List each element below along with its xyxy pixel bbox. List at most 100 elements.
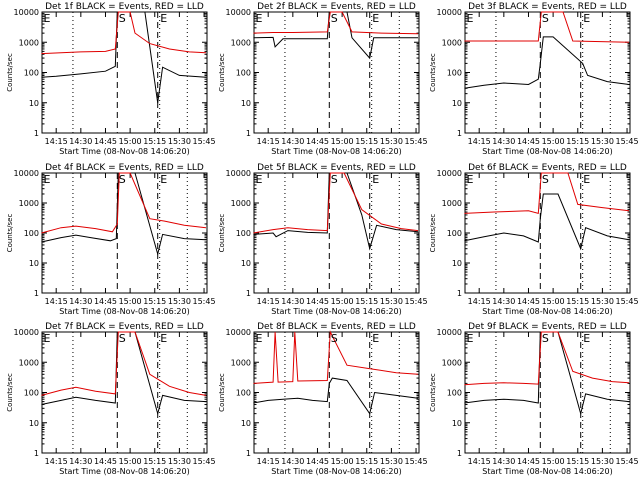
series-lld-line: [464, 172, 630, 215]
y-axis-label: Counts/sec: [6, 53, 14, 92]
x-tick-label: 15:45: [193, 137, 216, 146]
x-tick-label: 14:45: [517, 137, 540, 146]
x-tick-label: 15:00: [119, 457, 142, 466]
x-tick-label: 15:30: [591, 297, 614, 306]
x-tick-label: 15:30: [168, 137, 191, 146]
x-tick-label: 14:15: [45, 297, 68, 306]
x-axis-label: Start Time (08-Nov-08 14:06:20): [59, 467, 189, 476]
marker-label-S: S: [542, 12, 549, 25]
x-tick-label: 14:45: [306, 297, 329, 306]
y-tick-label: 1: [246, 289, 251, 298]
x-tick-label: 15:00: [331, 457, 354, 466]
x-tick-label: 14:45: [306, 457, 329, 466]
marker-label-start: E: [256, 332, 263, 345]
y-tick-label: 100: [24, 229, 39, 238]
y-tick-label: 10: [29, 99, 39, 108]
y-tick-label: 10000: [226, 328, 251, 337]
y-tick-label: 10000: [437, 8, 462, 17]
y-tick-label: 1000: [19, 358, 39, 367]
x-tick-label: 15:15: [143, 457, 166, 466]
x-tick-label: 15:00: [119, 137, 142, 146]
y-tick-label: 1000: [231, 358, 251, 367]
marker-label-S: S: [119, 12, 126, 25]
detector-panel: Det 7f BLACK = Events, RED = LLD 1 10 100 10…: [6, 322, 216, 476]
y-tick-label: 10000: [14, 8, 39, 17]
plot-frame: [253, 331, 420, 454]
x-axis-label: Start Time (08-Nov-08 14:06:20): [271, 307, 401, 316]
x-tick-label: 15:30: [168, 297, 191, 306]
x-tick-label: 15:15: [355, 297, 378, 306]
marker-label-E: E: [160, 332, 167, 345]
marker-label-S: S: [542, 332, 549, 345]
plot-frame: [41, 331, 208, 454]
y-tick-label: 1000: [231, 38, 251, 47]
marker-label-S: S: [331, 12, 338, 25]
panel-title: Det 7f BLACK = Events, RED = LLD: [45, 322, 204, 332]
marker-label-S: S: [119, 173, 126, 186]
marker-label-start: E: [467, 173, 474, 186]
x-tick-label: 14:30: [281, 457, 304, 466]
detector-panel: Det 5f BLACK = Events, RED = LLD 1 10 100 10…: [218, 163, 428, 316]
y-tick-label: 100: [24, 69, 39, 78]
series-events-line: [464, 36, 630, 89]
x-tick-label: 14:30: [281, 297, 304, 306]
x-axis-label: Start Time (08-Nov-08 14:06:20): [59, 147, 189, 156]
x-tick-label: 14:15: [45, 137, 68, 146]
x-tick-label: 15:45: [405, 297, 428, 306]
panel-title: Det 9f BLACK = Events, RED = LLD: [468, 322, 627, 332]
marker-label-E: E: [583, 12, 590, 25]
x-tick-label: 14:45: [517, 297, 540, 306]
x-tick-label: 14:15: [468, 297, 491, 306]
plot-frame: [253, 11, 420, 134]
marker-label-E: E: [372, 173, 379, 186]
x-tick-label: 15:15: [566, 297, 589, 306]
x-tick-label: 14:45: [306, 137, 329, 146]
marker-label-start: E: [44, 12, 51, 25]
marker-label-start: E: [467, 12, 474, 25]
series-lld-line: [253, 172, 419, 234]
x-axis-label: Start Time (08-Nov-08 14:06:20): [271, 147, 401, 156]
x-tick-label: 15:30: [168, 457, 191, 466]
x-axis-label: Start Time (08-Nov-08 14:06:20): [59, 307, 189, 316]
y-tick-label: 1000: [19, 199, 39, 208]
y-tick-label: 10: [241, 259, 251, 268]
y-tick-label: 1000: [442, 38, 462, 47]
x-tick-label: 14:30: [281, 137, 304, 146]
y-tick-label: 10000: [437, 328, 462, 337]
y-tick-label: 100: [236, 389, 251, 398]
x-tick-label: 14:15: [257, 137, 280, 146]
y-tick-label: 100: [24, 389, 39, 398]
y-tick-label: 1: [34, 449, 39, 458]
y-tick-label: 1: [246, 129, 251, 138]
x-tick-label: 14:30: [69, 137, 92, 146]
x-tick-label: 14:30: [69, 297, 92, 306]
y-tick-label: 10: [241, 419, 251, 428]
y-axis-label: Counts/sec: [6, 373, 14, 412]
x-tick-label: 15:45: [193, 457, 216, 466]
x-tick-label: 15:00: [331, 137, 354, 146]
x-tick-label: 15:00: [542, 137, 565, 146]
series-lld-line: [41, 11, 207, 55]
y-tick-label: 10: [452, 419, 462, 428]
plot-frame: [41, 11, 208, 134]
y-tick-label: 10000: [14, 328, 39, 337]
x-tick-label: 15:45: [616, 457, 639, 466]
y-axis-label: Counts/sec: [218, 373, 226, 412]
plot-frame: [464, 331, 631, 454]
y-tick-label: 10: [29, 259, 39, 268]
x-tick-label: 15:30: [380, 137, 403, 146]
y-tick-label: 1000: [231, 199, 251, 208]
x-tick-label: 14:15: [468, 457, 491, 466]
x-axis-label: Start Time (08-Nov-08 14:06:20): [482, 467, 612, 476]
y-tick-label: 10000: [226, 169, 251, 178]
panel-title: Det 4f BLACK = Events, RED = LLD: [45, 163, 204, 173]
panel-title: Det 3f BLACK = Events, RED = LLD: [468, 2, 627, 12]
x-tick-label: 15:00: [331, 297, 354, 306]
x-tick-label: 14:15: [257, 457, 280, 466]
y-tick-label: 100: [447, 389, 462, 398]
marker-label-start: E: [44, 332, 51, 345]
marker-label-S: S: [331, 332, 338, 345]
x-tick-label: 15:15: [566, 457, 589, 466]
y-tick-label: 1: [457, 289, 462, 298]
